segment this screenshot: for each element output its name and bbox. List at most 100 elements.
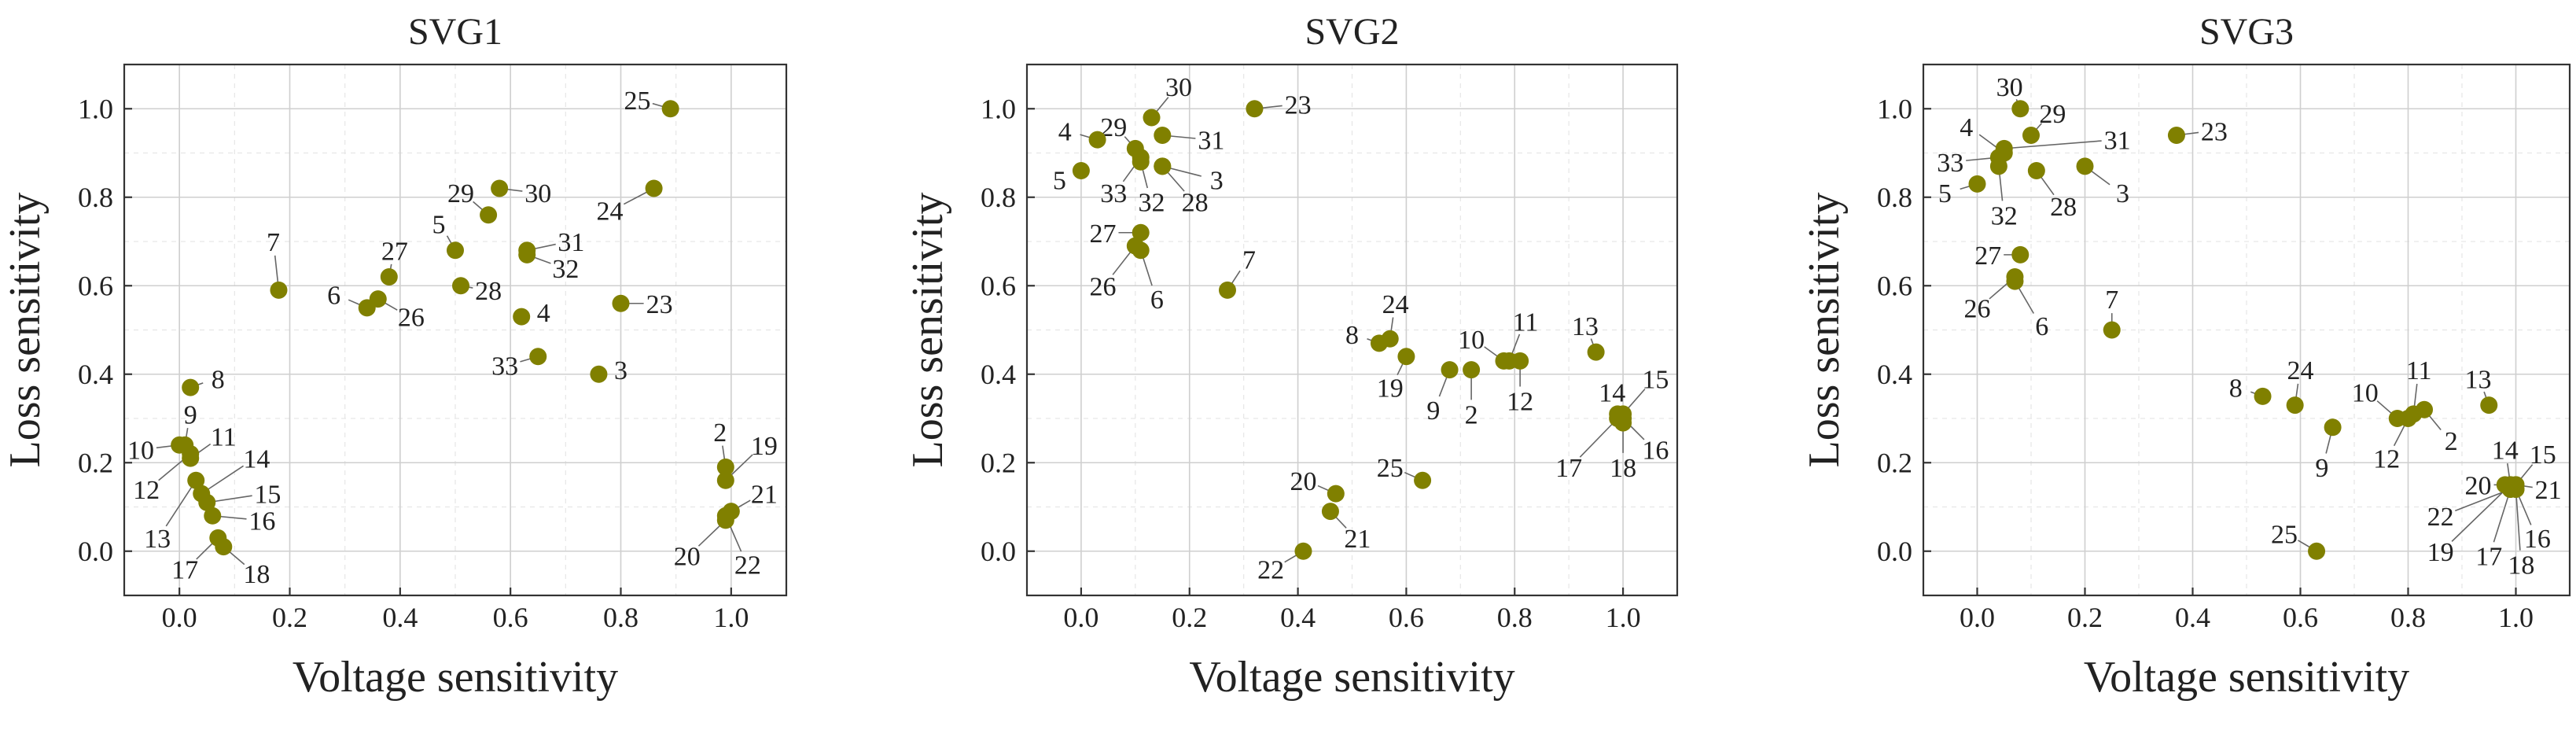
point-label-19: 19 [1377,374,1404,404]
point-label-5: 5 [1938,179,1952,208]
point-label-21: 21 [1344,525,1371,554]
y-tick-label: 0.6 [78,270,113,301]
point-label-9: 9 [2315,454,2328,483]
point-label-6: 6 [1150,286,1164,315]
point-label-17: 17 [171,555,198,584]
chart-title: SVG1 [408,11,502,53]
point-label-24: 24 [2287,356,2314,385]
point-label-3: 3 [614,356,627,385]
data-point-29 [480,206,498,224]
leader-line [2493,488,2512,543]
point-label-28: 28 [2050,193,2077,222]
y-tick-label: 0.0 [981,536,1016,567]
data-point-12 [182,445,200,462]
point-label-14: 14 [243,445,270,474]
y-tick-label: 0.8 [1877,182,1912,213]
point-label-22: 22 [2427,503,2454,532]
data-point-26 [1126,237,1144,255]
data-point-23 [1246,100,1264,118]
point-label-24: 24 [596,197,623,227]
point-label-28: 28 [475,277,502,306]
data-point-19 [1397,348,1415,366]
point-label-25: 25 [1377,454,1404,483]
x-axis-label: Voltage sensitivity [293,653,618,702]
data-point-29 [2022,127,2040,144]
data-point-22 [2501,481,2519,498]
x-tick-label: 0.2 [2067,602,2103,633]
point-label-16: 16 [1642,436,1669,465]
data-point-13 [1587,343,1605,361]
point-label-31: 31 [558,228,584,257]
point-label-17: 17 [2475,542,2502,571]
point-label-27: 27 [1089,219,1116,249]
data-point-7 [2103,321,2121,339]
x-tick-label: 0.6 [1389,602,1424,633]
point-label-20: 20 [1290,467,1316,496]
point-label-17: 17 [1555,454,1582,483]
data-point-13 [187,471,205,489]
point-label-28: 28 [1182,188,1209,217]
point-label-18: 18 [2508,551,2534,580]
data-point-22 [716,507,734,525]
y-tick-label: 0.2 [981,447,1016,478]
y-tick-label: 0.8 [78,182,113,213]
point-label-7: 7 [1242,246,1256,275]
point-label-33: 33 [491,352,518,381]
x-tick-label: 0.0 [162,602,197,633]
point-label-16: 16 [248,507,275,536]
data-point-23 [2167,127,2185,144]
point-label-11: 11 [2406,356,2432,385]
data-point-12 [2399,410,2417,427]
y-axis-label: Loss sensitivity [903,192,952,467]
x-tick-label: 0.8 [2390,602,2426,633]
point-label-10: 10 [127,436,154,465]
data-point-4 [1088,131,1106,149]
point-label-5: 5 [432,211,445,240]
point-label-26: 26 [1089,272,1116,301]
point-label-21: 21 [2535,476,2562,505]
point-label-13: 13 [144,525,171,554]
data-point-30 [491,179,509,197]
data-point-3 [590,365,608,383]
data-point-7 [270,281,288,299]
point-label-18: 18 [243,560,270,589]
data-point-12 [1511,352,1529,370]
data-point-28 [452,277,470,295]
plot-frame [1025,63,1679,597]
data-point-24 [1381,330,1399,348]
x-tick-label: 1.0 [713,602,749,633]
x-tick-label: 0.8 [603,602,638,633]
leader-line [2004,140,2102,149]
point-label-23: 23 [1285,91,1312,120]
data-point-32 [518,245,536,263]
point-label-12: 12 [133,476,160,505]
chart-panel-2: 0.0 0.2 0.4 0.6 0.8 1.0 0.0 0.2 0.4 0.6 0.8 1.0 SVG2… [903,11,1679,702]
x-tick-label: 0.0 [1063,602,1098,633]
point-label-14: 14 [1599,378,1625,407]
point-label-29: 29 [447,179,474,208]
point-label-8: 8 [212,365,225,394]
x-tick-label: 0.4 [382,602,418,633]
data-point-25 [1414,471,1432,489]
leader-line [2451,484,2512,542]
plot-frame [1922,63,2571,597]
leader-line [2515,488,2521,551]
data-point-33 [1132,149,1150,167]
point-label-23: 23 [2201,117,2228,146]
point-label-14: 14 [2492,436,2519,465]
data-point-26 [369,290,387,308]
x-axis-label: Voltage sensitivity [2084,653,2409,702]
data-point-27 [1132,223,1150,241]
data-point-20 [1327,485,1345,503]
data-point-3 [2076,157,2094,175]
data-point-24 [2286,396,2304,415]
point-label-9: 9 [184,400,197,429]
point-label-11: 11 [1513,308,1539,337]
point-label-4: 4 [1960,113,1973,142]
leader-line [165,480,197,527]
point-label-9: 9 [1426,396,1440,426]
data-point-26 [2006,268,2024,286]
